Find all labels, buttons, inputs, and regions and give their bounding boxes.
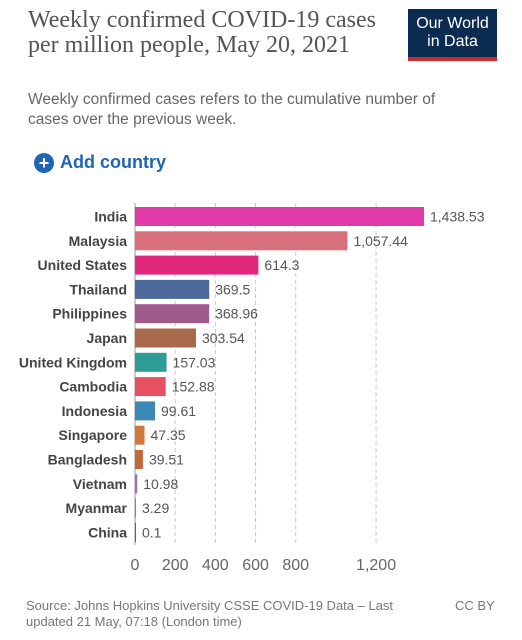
value-label: 1,438.53 [430, 209, 485, 225]
value-label: 10.98 [143, 476, 178, 492]
value-label: 157.03 [173, 354, 216, 370]
bar-row[interactable]: Vietnam 10.98 [73, 474, 179, 494]
bar [135, 450, 143, 469]
source-note: Source: Johns Hopkins University CSSE CO… [26, 598, 394, 629]
logo-line-1: Our World [416, 15, 489, 32]
category-label: United Kingdom [19, 354, 127, 370]
x-tick-label: 600 [242, 557, 269, 574]
plus-circle-icon: + [34, 152, 54, 173]
bar [135, 231, 348, 251]
bar-row[interactable]: Philippines 368.96 [52, 304, 258, 324]
category-label: Indonesia [62, 403, 128, 419]
x-axis-ticks: 0 200 400 600 800 1,200 [131, 557, 397, 574]
license-label[interactable]: CC BY [455, 598, 495, 613]
value-label: 99.61 [161, 403, 196, 419]
category-label: India [94, 209, 127, 225]
chart-title: Weekly confirmed COVID-19 cases per mill… [28, 7, 376, 58]
value-label: 0.1 [142, 524, 162, 540]
category-label: Philippines [52, 306, 127, 322]
bar-row[interactable]: Myanmar 3.29 [66, 498, 170, 518]
chart-subtitle: Weekly confirmed cases refers to the cum… [28, 91, 436, 128]
bar [135, 352, 167, 372]
bar [135, 522, 136, 542]
x-tick-label: 1,200 [356, 557, 396, 574]
value-label: 39.51 [149, 452, 184, 468]
logo-line-2: in Data [427, 33, 478, 50]
value-label: 152.88 [172, 379, 215, 395]
bar [135, 207, 424, 226]
value-label: 369.5 [215, 281, 250, 297]
category-label: China [88, 524, 127, 540]
bar [135, 401, 156, 421]
bar-row[interactable]: Bangladesh 39.51 [48, 450, 185, 469]
bar [135, 474, 138, 494]
bar-row[interactable]: Malaysia 1,057.44 [69, 231, 409, 251]
x-tick-label: 800 [282, 557, 309, 574]
add-country-label: Add country [60, 152, 166, 172]
bar [135, 328, 196, 348]
category-label: Singapore [59, 427, 128, 443]
bar [135, 255, 259, 275]
x-tick-label: 400 [202, 557, 229, 574]
bar-row[interactable]: Indonesia 99.61 [62, 401, 197, 421]
bar-row[interactable]: Singapore 47.35 [59, 425, 186, 445]
bar-chart: India 1,438.53 Malaysia 1,057.44 United Stat… [19, 203, 485, 574]
bar [135, 279, 210, 299]
category-label: Thailand [69, 281, 127, 297]
category-label: Myanmar [66, 500, 128, 516]
value-label: 368.96 [215, 306, 258, 322]
bar [135, 425, 145, 445]
bars: India 1,438.53 Malaysia 1,057.44 United Stat… [19, 207, 485, 542]
bar-row[interactable]: Japan 303.54 [87, 328, 245, 348]
category-label: Japan [87, 330, 127, 346]
bar [135, 377, 166, 397]
grid-lines [134, 203, 377, 545]
bar-row[interactable]: Cambodia 152.88 [59, 377, 215, 397]
category-label: Malaysia [69, 233, 128, 249]
x-tick-label: 200 [162, 557, 189, 574]
bar-row[interactable]: United States 614.3 [38, 255, 300, 275]
bar-row[interactable]: India 1,438.53 [94, 207, 485, 226]
category-label: United States [38, 257, 128, 273]
add-country-button[interactable]: + Add country [34, 152, 166, 173]
bar [135, 304, 210, 324]
value-label: 1,057.44 [353, 233, 408, 249]
category-label: Vietnam [73, 476, 127, 492]
owid-logo[interactable]: Our World in Data [408, 9, 497, 61]
bar [135, 498, 136, 518]
value-label: 3.29 [142, 500, 169, 516]
value-label: 47.35 [151, 427, 186, 443]
category-label: Bangladesh [48, 452, 127, 468]
bar-row[interactable]: United Kingdom 157.03 [19, 352, 216, 372]
value-label: 614.3 [264, 257, 299, 273]
category-label: Cambodia [59, 379, 127, 395]
bar-row[interactable]: Thailand 369.5 [69, 279, 250, 299]
value-label: 303.54 [202, 330, 245, 346]
x-tick-label: 0 [131, 557, 140, 574]
bar-row[interactable]: China 0.1 [88, 522, 162, 542]
